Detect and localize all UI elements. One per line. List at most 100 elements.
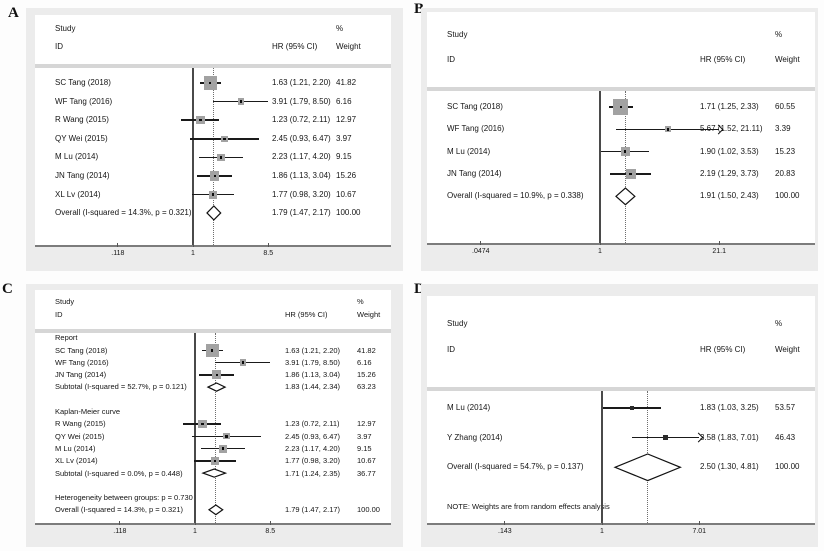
effect-marker-dot <box>219 156 223 159</box>
header-hr-ci: HR (95% CI) <box>700 55 746 64</box>
weight-value: 53.57 <box>775 403 796 412</box>
hr-value: 1.71 (1.24, 2.35) <box>285 468 341 478</box>
axis-tick-label: 1 <box>598 248 602 255</box>
weight-value: 100.00 <box>775 462 800 471</box>
study-label: SC Tang (2018) <box>55 78 111 87</box>
effect-marker <box>210 171 220 181</box>
effect-marker-dot <box>215 373 219 377</box>
study-label: Subtotal (I-squared = 52.7%, p = 0.121) <box>55 382 187 392</box>
study-label: QY Wei (2015) <box>55 431 105 441</box>
overall-diamond <box>207 504 224 516</box>
axis-tick-label: 7.01 <box>692 528 707 535</box>
study-label: JN Tang (2014) <box>55 171 110 180</box>
study-label: JN Tang (2014) <box>55 370 107 380</box>
axis-tick <box>698 520 700 525</box>
effect-marker-dot <box>239 100 243 103</box>
effect-marker-dot <box>225 435 228 438</box>
panel-c-label: C <box>2 281 13 297</box>
hr-value: 3.58 (1.83, 7.01) <box>700 432 759 442</box>
header-id: ID <box>447 55 455 64</box>
axis-tick <box>504 520 506 525</box>
effect-marker-dot <box>208 81 212 85</box>
weight-value: 3.97 <box>336 133 352 143</box>
study-label: Overall (I-squared = 14.3%, p = 0.321) <box>55 208 192 218</box>
x-axis <box>35 523 391 525</box>
hr-value: 3.91 (1.79, 8.50) <box>285 357 341 367</box>
study-label: R Wang (2015) <box>55 419 106 429</box>
hr-value: 1.86 (1.13, 3.04) <box>285 370 341 380</box>
null-line <box>599 91 601 243</box>
study-label: M Lu (2014) <box>447 403 491 412</box>
weight-value: 12.97 <box>357 419 376 429</box>
hr-value: 2.45 (0.93, 6.47) <box>272 133 331 143</box>
effect-marker <box>613 99 629 115</box>
hr-value: 1.79 (1.47, 2.17) <box>272 208 331 218</box>
header-id: ID <box>55 42 63 51</box>
weight-value: 15.26 <box>336 171 357 180</box>
study-label: JN Tang (2014) <box>447 168 502 178</box>
axis-tick <box>192 242 194 247</box>
effect-marker <box>221 135 228 142</box>
effect-marker <box>217 153 226 162</box>
axis-tick <box>599 240 601 245</box>
panel-c-plot-area <box>35 290 391 523</box>
effect-marker <box>203 76 217 90</box>
effect-marker <box>620 147 630 157</box>
header-id: ID <box>55 310 63 319</box>
header-percent: % <box>775 30 783 39</box>
overall-diamond <box>613 453 683 481</box>
header-hr-ci: HR (95% CI) <box>272 42 318 51</box>
effect-marker <box>195 115 205 125</box>
axis-tick <box>269 520 271 525</box>
study-label: Overall (I-squared = 54.7%, p = 0.137) <box>447 462 584 471</box>
effect-marker-dot <box>619 105 623 109</box>
study-label: SC Tang (2018) <box>447 102 503 111</box>
weight-value: 9.15 <box>357 443 372 453</box>
hr-value: 1.83 (1.03, 3.25) <box>700 403 759 412</box>
axis-tick-label: .118 <box>111 250 125 257</box>
effect-marker <box>625 168 636 179</box>
axis-tick-label: 1 <box>193 528 197 535</box>
study-label: R Wang (2015) <box>55 115 109 125</box>
heterogeneity-note: Heterogeneity between groups: p = 0.730 <box>55 493 193 503</box>
header-weight: Weight <box>775 55 800 64</box>
study-label: Subtotal (I-squared = 0.0%, p = 0.448) <box>55 468 183 478</box>
panel-d-plot-area <box>427 296 815 523</box>
axis-tick <box>194 520 196 525</box>
header-hr-ci: HR (95% CI) <box>285 310 328 319</box>
header-study: Study <box>447 30 468 39</box>
study-label: M Lu (2014) <box>55 443 96 453</box>
effect-marker <box>211 456 220 466</box>
effect-marker <box>197 419 207 429</box>
x-axis <box>427 523 815 525</box>
header-study: Study <box>55 297 75 306</box>
axis-tick <box>718 240 720 245</box>
hr-value: 1.23 (0.72, 2.11) <box>285 419 340 429</box>
hr-value: 2.19 (1.29, 3.73) <box>700 168 759 178</box>
axis-tick-label: .0474 <box>472 248 490 255</box>
effect-marker-dot <box>211 193 215 196</box>
null-line <box>601 391 603 523</box>
x-axis <box>35 245 391 247</box>
axis-tick-label: .118 <box>113 528 127 535</box>
effect-marker-dot <box>623 150 627 153</box>
weight-value: 15.26 <box>357 370 376 380</box>
axis-tick <box>119 520 121 525</box>
effect-marker <box>629 405 635 411</box>
axis-tick <box>117 242 119 247</box>
effect-marker <box>219 444 228 453</box>
hr-value: 1.77 (0.98, 3.20) <box>285 456 341 466</box>
weight-value: 10.67 <box>357 456 376 466</box>
effect-marker-dot <box>201 422 204 426</box>
study-label: M Lu (2014) <box>447 146 491 156</box>
random-effects-note: NOTE: Weights are from random effects an… <box>447 502 610 511</box>
study-label: XL Lv (2014) <box>55 456 98 466</box>
weight-value: 9.15 <box>336 152 352 162</box>
hr-value: 1.63 (1.21, 2.20) <box>285 345 341 355</box>
header-separator <box>427 387 815 391</box>
hr-value: 1.23 (0.72, 2.11) <box>272 115 331 125</box>
effect-marker-dot <box>241 361 245 364</box>
